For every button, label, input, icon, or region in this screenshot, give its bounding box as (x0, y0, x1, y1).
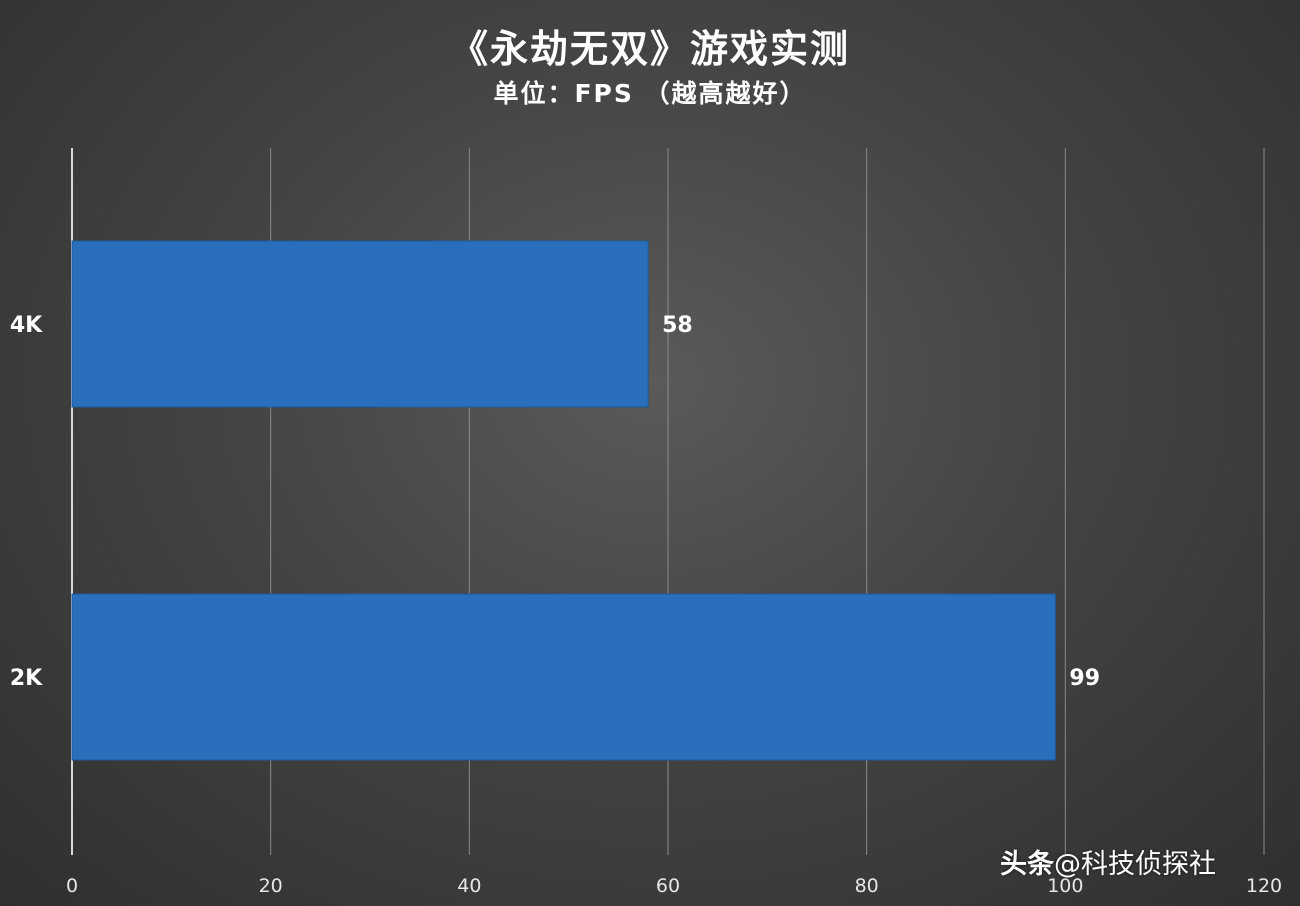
bar-4k (71, 240, 649, 408)
x-tick-label: 60 (656, 875, 680, 897)
bar-2k (71, 593, 1056, 761)
x-tick-label: 80 (855, 875, 879, 897)
x-tick-label: 100 (1047, 875, 1083, 897)
x-tick-label: 40 (457, 875, 481, 897)
x-tick-label: 20 (259, 875, 283, 897)
watermark-brand: 头条 (1000, 849, 1054, 880)
x-tick-label: 0 (66, 875, 78, 897)
watermark: 头条@科技侦探社 (1000, 842, 1216, 881)
data-label: 99 (1069, 666, 1100, 691)
bars (71, 240, 1056, 761)
category-label: 2K (10, 666, 43, 691)
data-label: 58 (662, 313, 693, 338)
category-label: 4K (10, 313, 43, 338)
x-tick-label: 120 (1246, 875, 1282, 897)
labels: 0 20 40 60 80 100 120 4K 58 2K 99 (10, 313, 1282, 897)
watermark-handle: @科技侦探社 (1054, 849, 1216, 880)
chart-subtitle: 单位：FPS （越高越好） (493, 79, 807, 108)
chart-title: 《永劫无双》游戏实测 (449, 27, 850, 71)
